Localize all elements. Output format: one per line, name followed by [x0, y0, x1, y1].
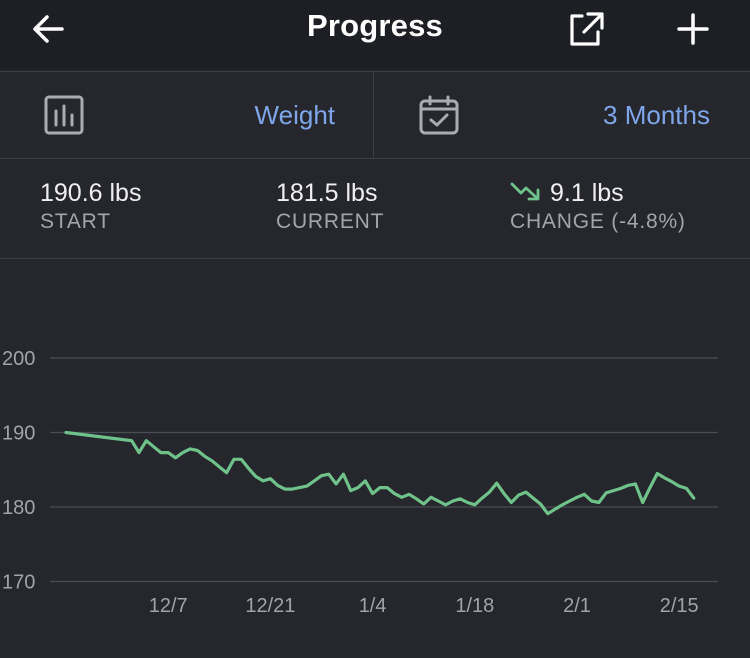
- x-tick-label: 12/7: [149, 595, 188, 617]
- top-bar: Progress: [0, 0, 750, 70]
- stats-summary: 190.6 lbs START 181.5 lbs CURRENT 9.1 lb…: [0, 158, 750, 259]
- stat-change: 9.1 lbs CHANGE (-4.8%): [510, 178, 686, 234]
- weight-series-line: [64, 430, 696, 516]
- y-tick-label: 180: [2, 497, 35, 519]
- y-tick-label: 190: [2, 423, 35, 445]
- x-tick-label: 2/15: [660, 595, 699, 617]
- x-tick-label: 2/1: [563, 595, 591, 617]
- y-tick-label: 170: [2, 572, 35, 594]
- plus-icon: [677, 13, 709, 45]
- calendar-check-icon: [419, 95, 459, 135]
- current-value: 181.5 lbs: [276, 179, 378, 207]
- metric-value: Weight: [254, 100, 335, 130]
- arrow-left-icon: [33, 15, 64, 43]
- current-label: CURRENT: [276, 210, 385, 233]
- share-button[interactable]: [561, 5, 609, 53]
- change-label: CHANGE (-4.8%): [510, 210, 686, 233]
- range-value: 3 Months: [603, 100, 710, 130]
- stat-current: 181.5 lbs CURRENT: [276, 178, 384, 234]
- change-value: 9.1 lbs: [550, 179, 624, 207]
- filter-bar: Weight 3 Months: [0, 71, 750, 159]
- x-tick-label: 1/18: [455, 595, 494, 617]
- bar-chart-icon: [44, 95, 84, 135]
- metric-selector[interactable]: Weight: [0, 72, 373, 158]
- filter-divider: [373, 72, 374, 158]
- page-title: Progress: [307, 8, 443, 43]
- start-value: 190.6 lbs: [40, 179, 142, 207]
- back-button[interactable]: [24, 5, 72, 53]
- line-chart: 200 190 180 170 12/7 12/21 1/4 1/18 2/1 2/15: [2, 348, 718, 617]
- stat-start: 190.6 lbs START: [40, 178, 141, 234]
- trend-down-icon: [510, 182, 540, 201]
- weight-chart[interactable]: 200 190 180 170 12/7 12/21 1/4 1/18 2/1 2/15: [0, 259, 750, 658]
- date-range-selector[interactable]: 3 Months: [374, 72, 750, 158]
- x-tick-label: 1/4: [359, 595, 387, 617]
- add-button[interactable]: [669, 5, 717, 53]
- external-share-icon: [570, 12, 604, 46]
- start-label: START: [40, 210, 111, 233]
- y-tick-label: 200: [2, 348, 35, 370]
- x-tick-label: 12/21: [245, 595, 295, 617]
